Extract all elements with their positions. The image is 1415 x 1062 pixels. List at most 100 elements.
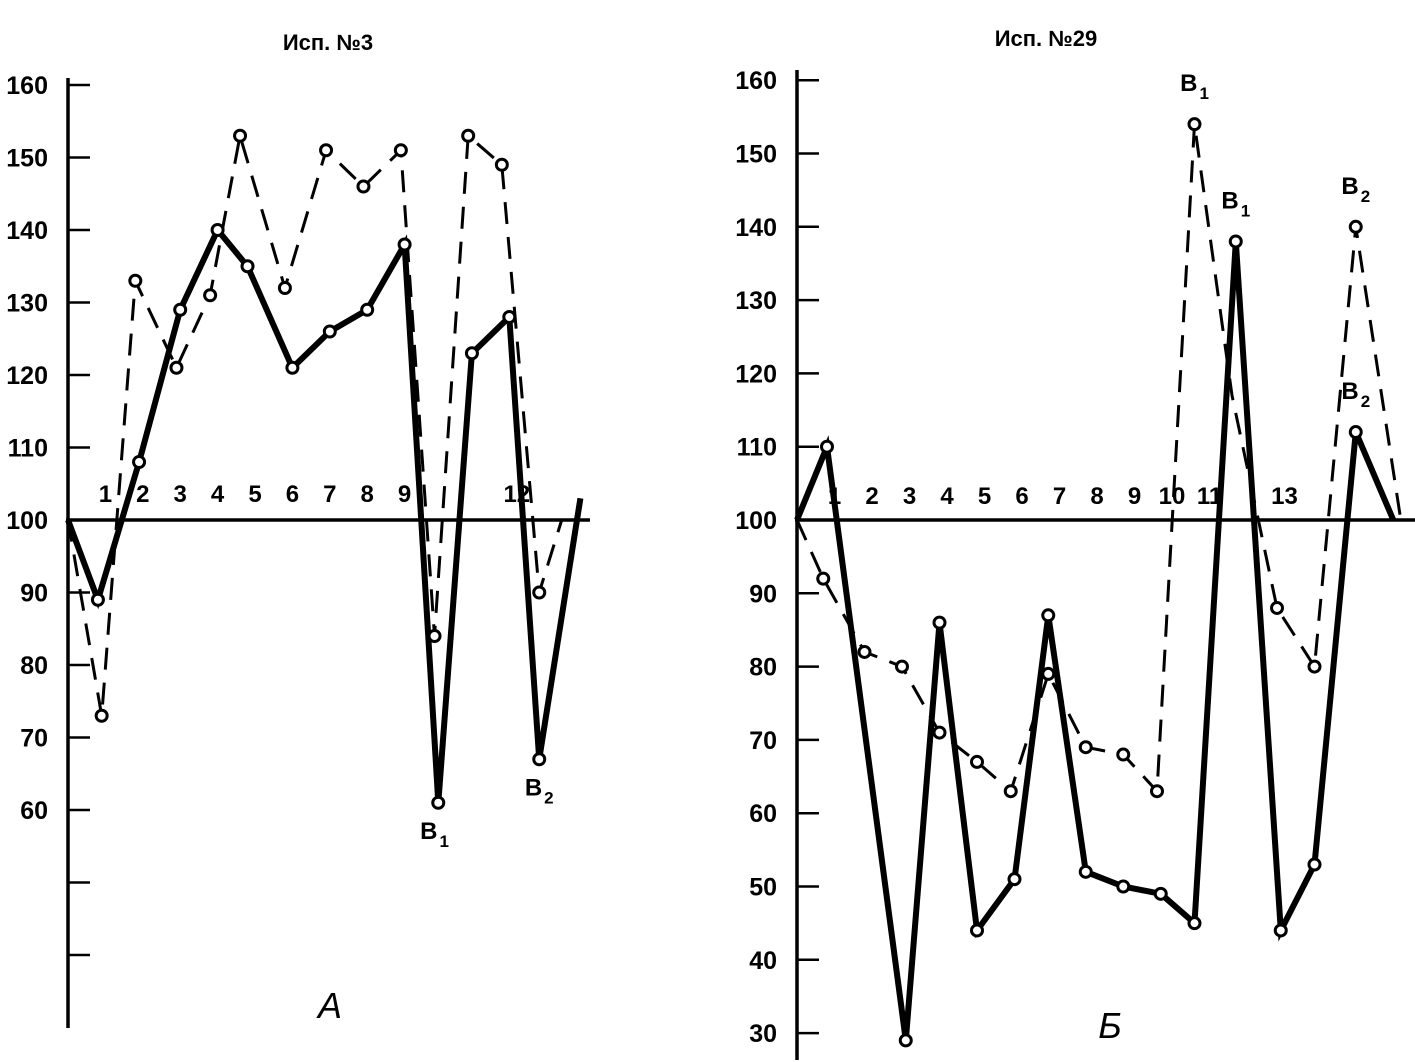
data-point-solid [970, 923, 984, 938]
y-tick-label: 120 [6, 362, 48, 390]
data-point-solid [898, 1033, 913, 1048]
series-line-dashed [66, 132, 564, 717]
y-tick-label: 150 [6, 145, 48, 173]
data-point-solid [1116, 879, 1131, 894]
series-line-dashed [795, 123, 1403, 795]
x-tick-label: 6 [286, 481, 299, 508]
data-point-solid [322, 324, 337, 339]
y-tick-label: 50 [749, 874, 777, 902]
x-tick-label: 3 [903, 483, 916, 510]
data-point-solid [1187, 916, 1202, 931]
panel-label: А [316, 985, 342, 1026]
y-tick-label: 40 [749, 947, 777, 975]
data-point-dashed [1187, 117, 1202, 132]
data-point-solid [397, 237, 412, 252]
x-tick-label: 13 [1271, 483, 1298, 510]
y-tick-label: 110 [737, 434, 777, 462]
x-tick-label: 7 [1053, 483, 1066, 510]
x-tick-label: 4 [211, 481, 225, 508]
x-tick-label: 7 [323, 481, 336, 508]
y-tick-label: 70 [749, 727, 777, 755]
x-tick-label: 5 [978, 483, 991, 510]
data-point-dashed [319, 143, 334, 158]
data-point-dashed [895, 659, 909, 674]
y-tick-label: 80 [749, 654, 777, 682]
data-point-solid [1153, 886, 1168, 901]
chart-title: Исп. №29 [995, 26, 1098, 51]
panel-label: Б [1098, 1005, 1121, 1046]
y-tick-label: 80 [20, 652, 48, 680]
data-point-dashed [94, 708, 109, 723]
x-tick-label: 3 [174, 481, 187, 508]
x-tick-label: 9 [1128, 483, 1141, 510]
data-point-dashed [970, 754, 984, 769]
data-point-dashed [356, 179, 371, 194]
data-point-solid [1273, 923, 1288, 938]
y-tick-label: 140 [735, 214, 777, 242]
y-tick-label: 60 [20, 797, 48, 825]
data-point-solid [1348, 425, 1363, 440]
y-tick-label: 140 [6, 217, 48, 245]
data-point-dashed [1078, 740, 1093, 755]
y-tick-label: 100 [735, 507, 777, 535]
data-point-solid [532, 752, 547, 767]
data-point-solid [210, 223, 225, 237]
y-tick-label: 90 [749, 580, 777, 608]
data-point-solid [1007, 872, 1022, 887]
y-tick-label: 100 [6, 507, 48, 535]
data-point-dashed [1003, 784, 1018, 799]
data-point-solid [502, 310, 517, 324]
data-point-dashed [128, 273, 143, 288]
data-point-dashed [1041, 666, 1056, 681]
y-tick-label: 160 [735, 67, 777, 95]
panel-isp-29: Исп. №29 30 40 50 60 70 80 90 100 110 120 130 140 150… [735, 26, 1415, 1060]
data-point-dashed [932, 725, 947, 740]
x-tick-label: 8 [361, 481, 374, 508]
y-tick-label: 150 [735, 141, 777, 169]
data-point-solid [1228, 234, 1243, 249]
data-point-solid [240, 259, 255, 274]
data-point-solid [285, 360, 300, 375]
data-point-solid [1041, 608, 1056, 623]
chart-title: Исп. №3 [283, 30, 373, 55]
data-point-solid [431, 795, 446, 810]
data-point-solid [360, 302, 375, 317]
y-tick-label: 120 [735, 360, 777, 388]
x-tick-label: 10 [1159, 483, 1186, 510]
data-point-dashed [532, 585, 547, 600]
y-tick-label: 90 [20, 580, 48, 608]
data-point-dashed [169, 360, 184, 375]
y-tick-label: 70 [20, 725, 48, 753]
data-point-solid [90, 592, 105, 607]
y-tick-label: 130 [735, 287, 777, 315]
x-tick-label: 4 [940, 483, 954, 510]
y-tick-label: 160 [6, 72, 48, 100]
data-point-dashed [393, 143, 408, 158]
data-point-solid [132, 455, 147, 469]
y-tick-label: 130 [6, 290, 48, 318]
x-tick-label: 9 [398, 481, 411, 508]
x-tick-label: 8 [1090, 483, 1103, 510]
x-tick-label: 2 [136, 481, 149, 508]
y-tick-label: 110 [8, 435, 48, 463]
data-point-solid [820, 439, 834, 454]
data-point-dashed [494, 157, 509, 172]
x-tick-label: 6 [1015, 483, 1028, 510]
data-point-solid [173, 302, 188, 317]
data-point-dashed [1150, 784, 1164, 799]
data-point-dashed [816, 571, 831, 586]
data-point-dashed [427, 629, 442, 643]
data-point-dashed [461, 128, 476, 143]
y-tick-label: 30 [749, 1020, 777, 1048]
data-point-dashed [1116, 747, 1131, 762]
x-tick-label: 2 [865, 483, 878, 510]
x-tick-label: 5 [248, 481, 261, 508]
series-line-solid [794, 241, 1397, 1041]
